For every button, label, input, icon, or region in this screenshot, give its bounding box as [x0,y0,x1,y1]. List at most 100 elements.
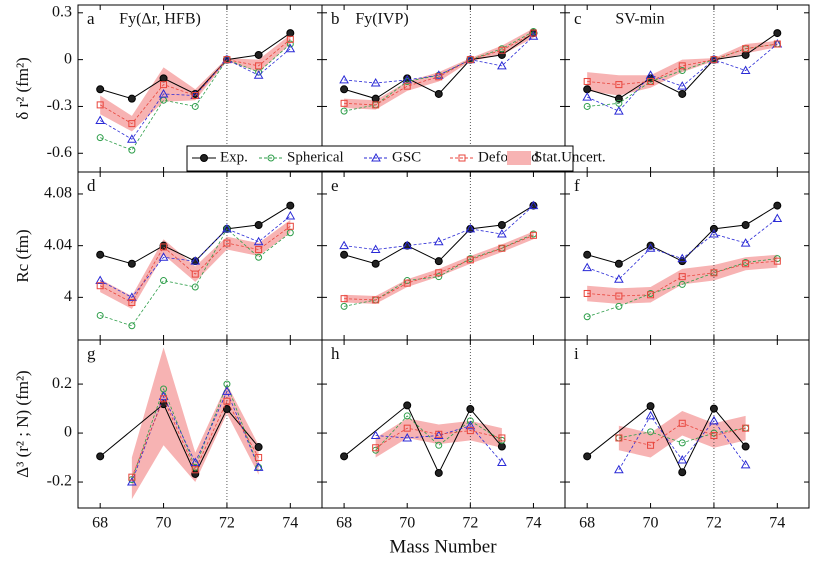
gsc-point [253,236,264,246]
deformed-point [255,246,263,254]
spherical-point [191,102,199,110]
deformed-point [647,77,655,85]
x-tick-label: 68 [336,515,352,532]
legend-label: GSC [392,149,421,165]
panel-letter: d [87,176,96,195]
series-line [618,422,746,446]
spherical-point [96,311,104,319]
series-line [587,218,778,280]
gsc-point [402,432,413,442]
deformed-point [678,62,686,70]
y-tick-label: 0.3 [52,3,72,20]
deformed-point [340,99,348,107]
spherical-point [340,107,348,115]
series-line [375,425,503,463]
series-line [99,215,291,298]
deformed-point [647,441,655,449]
spherical-point [340,302,348,310]
x-tick-label: 70 [399,515,415,532]
series-line [343,32,534,100]
spherical-point [678,439,686,447]
series-line [618,415,746,470]
panel-subtitle: Fy(IVP) [355,11,408,28]
spherical-point [583,102,591,110]
deformed-point [96,282,104,290]
series-line [99,39,291,125]
deformed-point [710,56,718,64]
legend-label: Spherical [287,149,344,165]
exp-point [434,468,443,477]
deformed-point [128,120,136,128]
deformed-point [403,82,411,90]
gsc-point [772,213,783,223]
exp-point [127,259,136,268]
deformed-point [403,279,411,287]
exp-point [403,401,412,410]
deformed-point [678,273,686,281]
exp-point [254,220,263,229]
deformed-point [678,419,686,427]
panel-letter: a [87,9,95,28]
exp-point [371,259,380,268]
x-tick-label: 68 [579,515,595,532]
x-tick-label: 68 [92,515,108,532]
series-line [344,234,534,301]
exp-point [741,50,750,59]
exp-point [583,452,592,461]
gsc-point [222,223,232,233]
spherical-point [191,283,199,291]
panel-letter: h [331,344,340,363]
gsc-point [528,200,539,210]
deformed-point [372,296,380,304]
deformed-point [498,46,506,54]
spherical-point [678,280,686,288]
deformed-point [96,101,104,109]
panel-letter: f [574,176,580,195]
exp-point [191,469,200,478]
gsc-point [285,43,296,53]
gsc-point [740,459,751,469]
gsc-point [497,457,507,466]
spherical-point [466,417,474,425]
deformed-point [435,430,443,438]
exp-point [583,250,592,259]
exp-point [709,224,718,233]
exp-point [678,89,687,98]
deformed-point [458,154,466,162]
exp-point [741,220,750,229]
gsc-point [614,464,624,474]
x-tick-label: 72 [462,515,478,532]
deformed-point [160,395,168,403]
exp-point [497,442,506,451]
gsc-point [645,410,656,420]
exp-point [497,220,506,229]
gsc-point [497,229,507,238]
gsc-point [158,252,169,261]
gsc-point [465,420,476,430]
gsc-point [371,152,381,162]
series-line [587,43,778,107]
gsc-point [253,70,264,79]
spherical-point [286,40,294,48]
gsc-point [497,60,507,70]
x-tick-label: 74 [282,515,298,532]
x-axis-label: Mass Number [389,536,497,557]
gsc-point [95,275,106,285]
spherical-point [267,154,275,162]
exp-point [340,250,349,259]
series-line [344,35,534,84]
gsc-point [127,477,137,486]
exp-point [709,404,718,413]
gsc-point [677,253,688,263]
gsc-point [370,78,381,87]
exp-point [96,85,105,94]
uncertainty-band [100,219,291,309]
gsc-point [433,70,444,79]
exp-point [340,452,349,461]
deformed-point [773,40,781,48]
x-tick-label: 70 [156,515,172,532]
y-tick-label: -0.3 [47,97,72,114]
deformed-point [466,56,474,64]
deformed-point [128,299,136,307]
deformed-point [403,424,411,432]
